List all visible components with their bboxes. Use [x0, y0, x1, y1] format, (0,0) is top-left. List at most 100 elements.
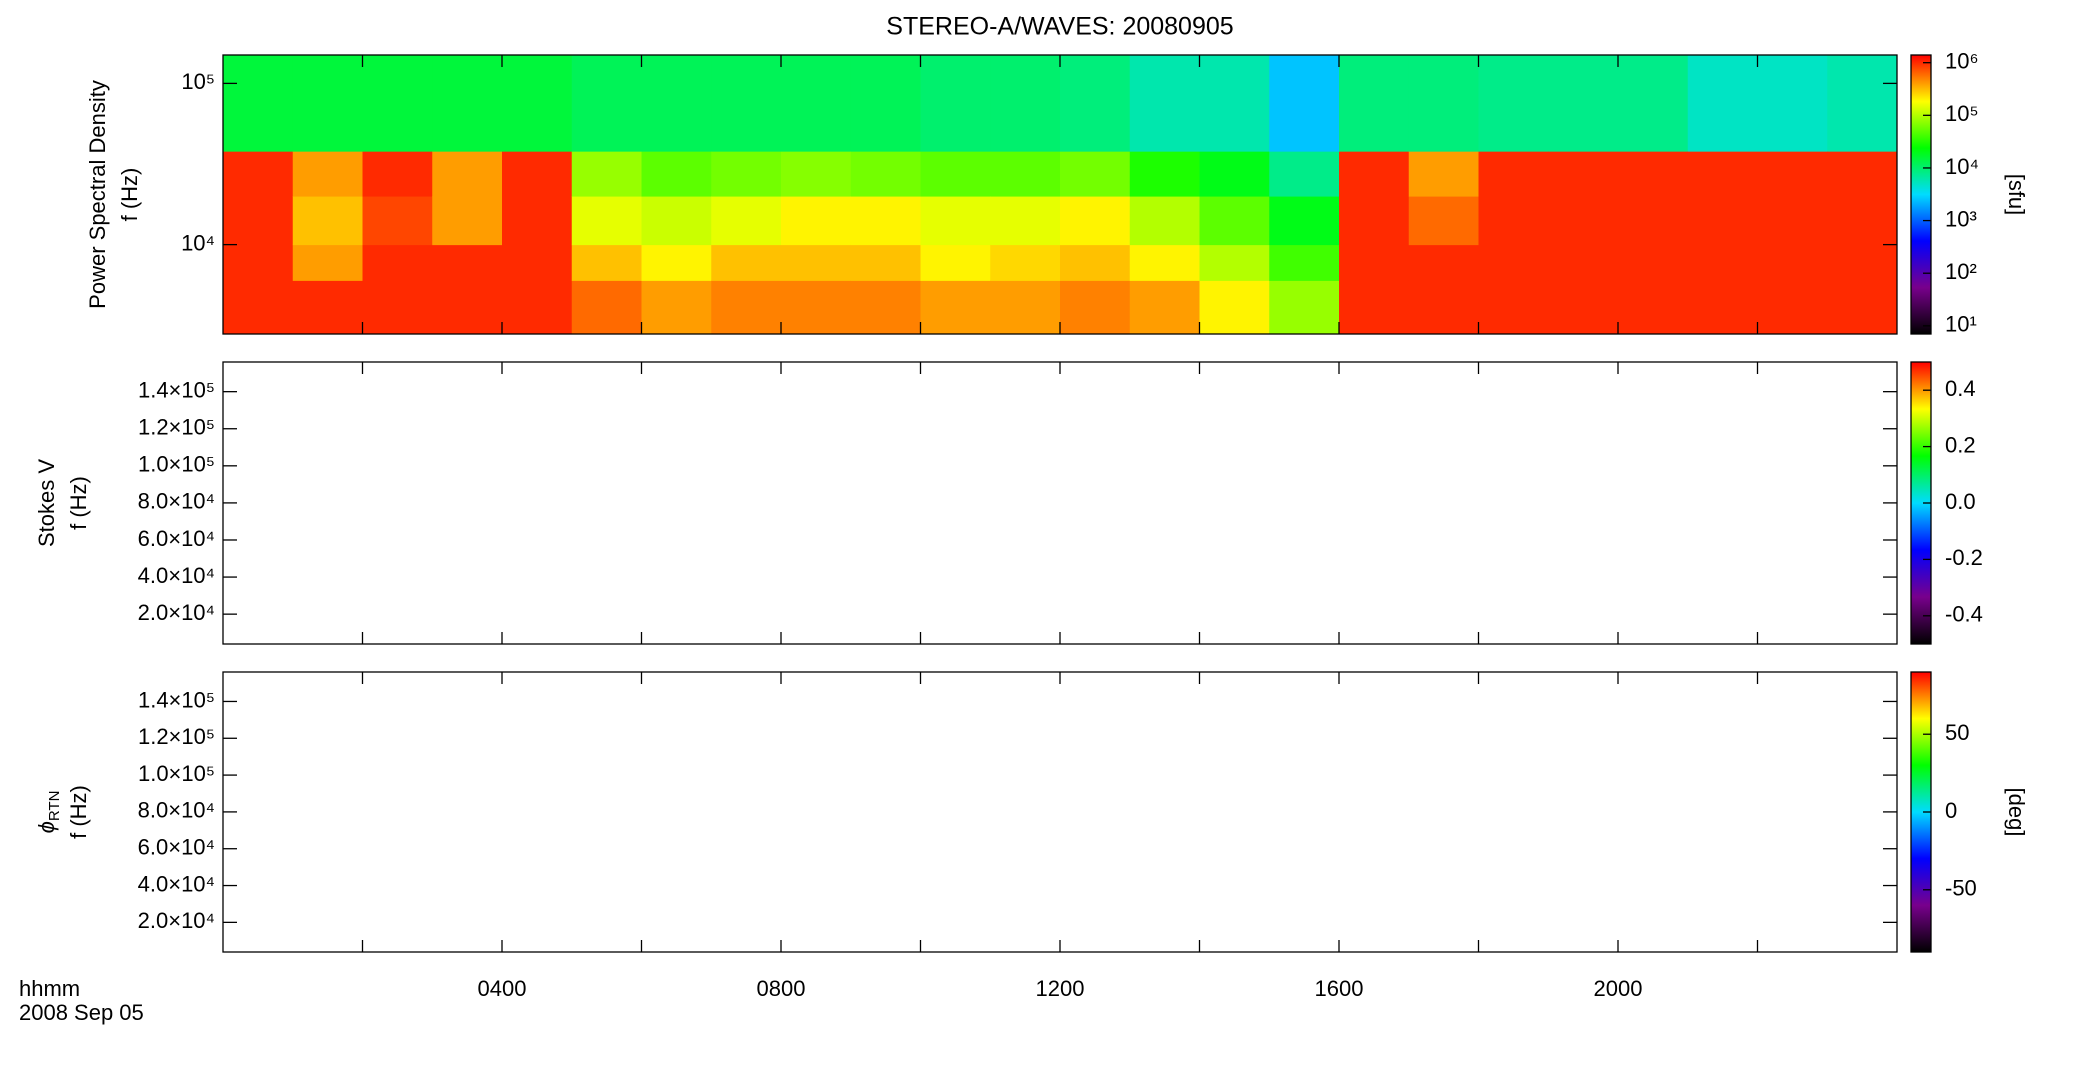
heatmap-cell: [1827, 280, 1898, 335]
heatmap-cell: [292, 280, 363, 335]
colorbar-label: [deg]: [2004, 788, 2029, 837]
heatmap-cell: [850, 196, 921, 246]
heatmap-cell: [1757, 280, 1828, 335]
heatmap-cell: [1618, 151, 1689, 197]
x-tick-label: 1600: [1315, 976, 1364, 1001]
heatmap-cell: [1478, 55, 1549, 152]
x-axis-label: hhmm: [19, 976, 80, 1001]
heatmap-cell: [1339, 280, 1410, 335]
heatmap-cell: [1548, 244, 1619, 281]
heatmap-cell: [711, 280, 782, 335]
heatmap-cell: [432, 244, 503, 281]
y-tick-label: 4.0×10⁴: [138, 871, 215, 896]
heatmap-cell: [1687, 196, 1758, 246]
heatmap-cell: [362, 55, 433, 152]
heatmap-cell: [1478, 280, 1549, 335]
heatmap-cell: [1827, 196, 1898, 246]
heatmap-cell: [1060, 196, 1131, 246]
x-tick-label: 0400: [478, 976, 527, 1001]
y-tick-label: 6.0×10⁴: [138, 526, 215, 551]
heatmap-cell: [1687, 151, 1758, 197]
heatmap-cell: [850, 244, 921, 281]
heatmap-cell: [432, 280, 503, 335]
heatmap-cell: [1687, 55, 1758, 152]
heatmap-cell: [1618, 244, 1689, 281]
y-tick-label: 8.0×10⁴: [138, 798, 215, 823]
heatmap-cell: [1269, 280, 1340, 335]
heatmap-cell: [502, 244, 573, 281]
plot-frame: [222, 671, 1898, 953]
y-axis-subscript: RTN: [46, 791, 63, 822]
colorbar-tick-label: 10²: [1945, 259, 1977, 284]
heatmap-cell: [1548, 55, 1619, 152]
heatmap-cell: [1408, 280, 1479, 335]
heatmap-cell: [362, 280, 433, 335]
y-tick-label: 1.0×10⁵: [138, 761, 215, 786]
heatmap-cell: [990, 244, 1061, 281]
heatmap-cell: [502, 151, 573, 197]
heatmap-cell: [990, 151, 1061, 197]
heatmap-cell: [1129, 280, 1200, 335]
y-axis-symbol: ϕ: [34, 821, 59, 833]
heatmap-cell: [432, 151, 503, 197]
heatmap-cell: [571, 244, 642, 281]
heatmap-cell: [1548, 196, 1619, 246]
heatmap-cell: [990, 280, 1061, 335]
heatmap-cell: [1478, 244, 1549, 281]
heatmap-cell: [571, 55, 642, 152]
heatmap-cell: [1687, 280, 1758, 335]
colorbar-tick-label: 0.0: [1945, 489, 1976, 514]
heatmap-cell: [1199, 151, 1270, 197]
heatmap-cell: [1618, 280, 1689, 335]
colorbar-label: [sfu]: [2004, 174, 2029, 216]
x-tick-label: 0800: [757, 976, 806, 1001]
heatmap-cell: [1129, 151, 1200, 197]
heatmap-cell: [920, 55, 991, 152]
colorbar-tick-label: 0.2: [1945, 432, 1976, 457]
y-axis-title: f (Hz): [66, 785, 91, 839]
heatmap-cell: [641, 280, 712, 335]
heatmap-cell: [223, 280, 294, 335]
heatmap-cell: [1199, 280, 1270, 335]
y-axis-title: Stokes V: [34, 459, 59, 547]
heatmap-cell: [571, 151, 642, 197]
y-tick-label: 1.2×10⁵: [138, 724, 215, 749]
heatmap-cell: [641, 196, 712, 246]
heatmap-cell: [850, 151, 921, 197]
heatmap-cell: [711, 196, 782, 246]
y-tick-label: 4.0×10⁴: [138, 563, 215, 588]
heatmap-cell: [1757, 55, 1828, 152]
heatmap-cell: [781, 151, 852, 197]
heatmap-cell: [1408, 151, 1479, 197]
colorbar-tick-label: -0.2: [1945, 545, 1983, 570]
heatmap-cell: [1408, 55, 1479, 152]
heatmap-cell: [1199, 55, 1270, 152]
colorbar-tick-label: 0: [1945, 798, 1957, 823]
heatmap-cell: [1408, 196, 1479, 246]
heatmap-cell: [362, 151, 433, 197]
heatmap-cell: [362, 244, 433, 281]
heatmap-cell: [502, 280, 573, 335]
heatmap-cell: [1060, 55, 1131, 152]
heatmap-cell: [711, 244, 782, 281]
heatmap-cell: [1129, 196, 1200, 246]
y-tick-label: 10⁵: [181, 69, 215, 94]
y-axis-title: f (Hz): [117, 168, 142, 222]
colorbar-tick-label: 10³: [1945, 206, 1977, 231]
heatmap-cell: [1269, 196, 1340, 246]
y-tick-label: 2.0×10⁴: [138, 600, 215, 625]
y-axis-title: Power Spectral Density: [85, 80, 110, 309]
y-tick-label: 6.0×10⁴: [138, 835, 215, 860]
heatmap-cell: [920, 151, 991, 197]
heatmap-cell: [1060, 280, 1131, 335]
heatmap-cell: [1129, 244, 1200, 281]
heatmap-cell: [781, 244, 852, 281]
heatmap-cell: [1129, 55, 1200, 152]
heatmap-cell: [1199, 244, 1270, 281]
heatmap-cell: [1827, 151, 1898, 197]
y-tick-label: 1.0×10⁵: [138, 452, 215, 477]
heatmap-cell: [850, 55, 921, 152]
heatmap-cell: [781, 280, 852, 335]
plot-frame: [222, 361, 1898, 645]
heatmap-cell: [1618, 196, 1689, 246]
